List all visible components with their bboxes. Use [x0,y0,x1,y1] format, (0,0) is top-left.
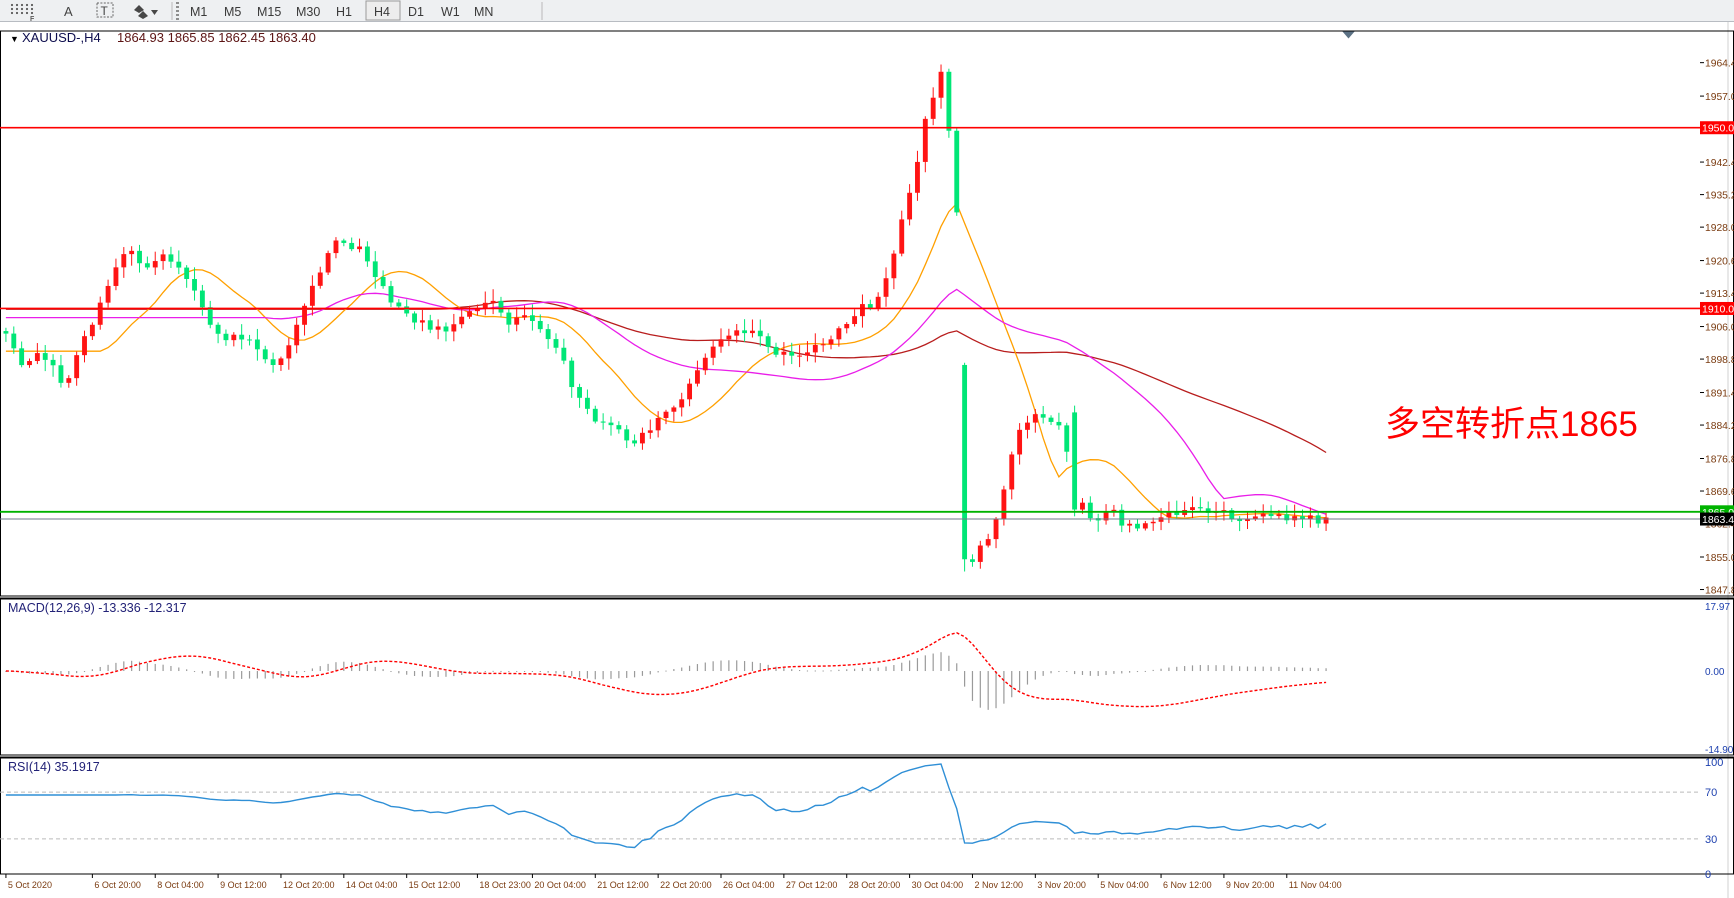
svg-text:26 Oct 04:00: 26 Oct 04:00 [723,880,775,890]
svg-text:6 Oct 20:00: 6 Oct 20:00 [94,880,141,890]
svg-text:H4: H4 [374,5,390,19]
svg-text:1906.00: 1906.00 [1705,323,1734,334]
svg-text:-14.90: -14.90 [1705,745,1734,756]
svg-text:6 Nov 12:00: 6 Nov 12:00 [1163,880,1212,890]
svg-text:9 Nov 20:00: 9 Nov 20:00 [1226,880,1275,890]
svg-text:1928.00: 1928.00 [1705,223,1734,234]
svg-text:1855.00: 1855.00 [1705,553,1734,564]
svg-text:22 Oct 20:00: 22 Oct 20:00 [660,880,712,890]
svg-text:F: F [30,16,35,22]
svg-text:14 Oct 04:00: 14 Oct 04:00 [346,880,398,890]
svg-text:30 Oct 04:00: 30 Oct 04:00 [912,880,964,890]
svg-text:70: 70 [1705,787,1717,799]
svg-text:1920.60: 1920.60 [1705,257,1734,268]
svg-text:M1: M1 [190,5,207,19]
svg-text:1884.20: 1884.20 [1705,421,1734,432]
svg-text:3 Nov 20:00: 3 Nov 20:00 [1037,880,1086,890]
svg-text:MN: MN [474,5,493,19]
svg-text:2 Nov 12:00: 2 Nov 12:00 [974,880,1023,890]
svg-text:1935.20: 1935.20 [1705,191,1734,202]
svg-text:1864.93 1865.85 1862.45 1863.4: 1864.93 1865.85 1862.45 1863.40 [117,30,316,45]
svg-text:27 Oct 12:00: 27 Oct 12:00 [786,880,838,890]
svg-text:15 Oct 12:00: 15 Oct 12:00 [409,880,461,890]
svg-text:A: A [64,4,73,19]
svg-text:M5: M5 [224,5,241,19]
svg-text:5 Oct 2020: 5 Oct 2020 [8,880,52,890]
svg-text:1910.00: 1910.00 [1702,303,1734,315]
svg-text:M15: M15 [257,5,281,19]
svg-text:1869.60: 1869.60 [1705,487,1734,498]
svg-text:RSI(14) 35.1917: RSI(14) 35.1917 [8,760,100,774]
svg-text:1863.40: 1863.40 [1702,514,1734,526]
svg-text:1898.80: 1898.80 [1705,355,1734,366]
svg-text:1847.80: 1847.80 [1705,586,1734,597]
svg-text:M30: M30 [296,5,320,19]
svg-text:5 Nov 04:00: 5 Nov 04:00 [1100,880,1149,890]
svg-text:18 Oct 23:00: 18 Oct 23:00 [479,880,531,890]
svg-text:21 Oct 12:00: 21 Oct 12:00 [597,880,649,890]
svg-text:11 Nov 04:00: 11 Nov 04:00 [1289,880,1342,890]
svg-text:1964.40: 1964.40 [1705,59,1734,70]
svg-text:1950.00: 1950.00 [1702,123,1734,135]
svg-text:1942.40: 1942.40 [1705,158,1734,169]
svg-text:17.97: 17.97 [1705,602,1730,613]
svg-text:多空转折点1865: 多空转折点1865 [1385,405,1638,444]
svg-text:▼: ▼ [10,34,19,44]
svg-text:20 Oct 04:00: 20 Oct 04:00 [534,880,586,890]
svg-text:MACD(12,26,9) -13.336 -12.317: MACD(12,26,9) -13.336 -12.317 [8,601,187,615]
svg-text:30: 30 [1705,834,1717,846]
svg-text:T: T [101,4,109,18]
svg-text:1876.80: 1876.80 [1705,454,1734,465]
svg-text:9 Oct 12:00: 9 Oct 12:00 [220,880,267,890]
svg-text:D1: D1 [408,5,424,19]
svg-text:H1: H1 [336,5,352,19]
svg-text:W1: W1 [441,5,460,19]
svg-text:1891.40: 1891.40 [1705,389,1734,400]
svg-text:28 Oct 20:00: 28 Oct 20:00 [849,880,901,890]
svg-text:1957.00: 1957.00 [1705,92,1734,103]
svg-text:XAUUSD-,H4: XAUUSD-,H4 [22,30,101,45]
svg-text:100: 100 [1705,757,1723,769]
svg-text:1913.40: 1913.40 [1705,289,1734,300]
svg-text:12 Oct 20:00: 12 Oct 20:00 [283,880,335,890]
svg-text:0.00: 0.00 [1705,667,1725,678]
svg-text:8 Oct 04:00: 8 Oct 04:00 [157,880,204,890]
svg-text:0: 0 [1705,869,1711,881]
